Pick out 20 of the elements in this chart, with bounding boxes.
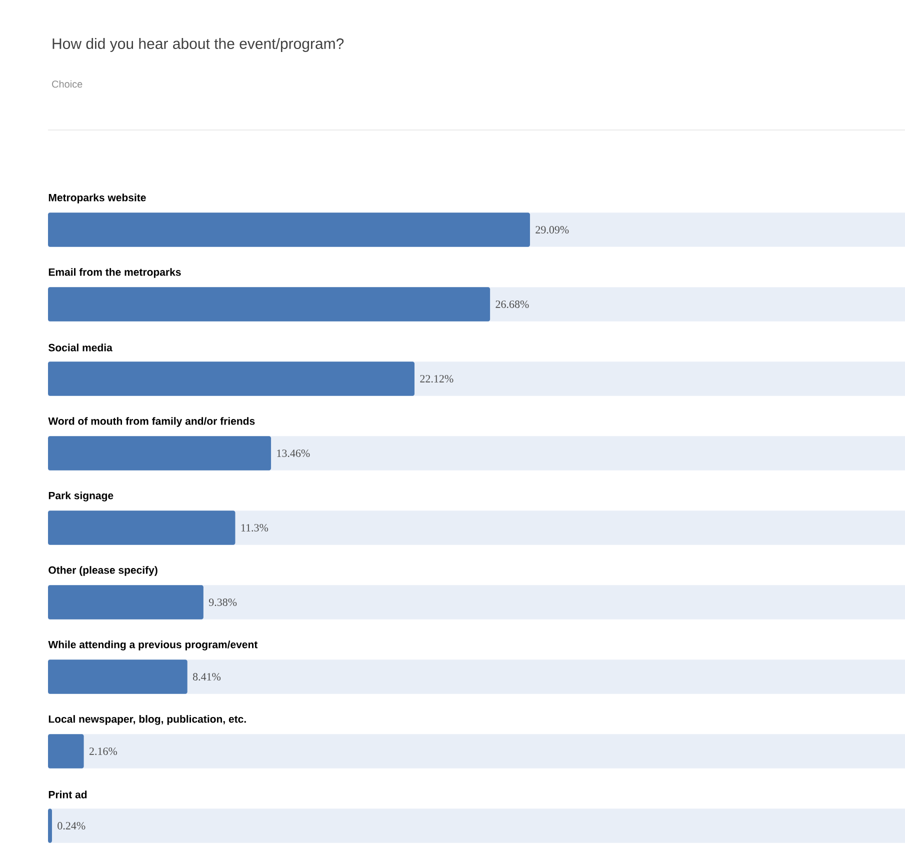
data-label: 13.46%: [277, 450, 310, 458]
y-tick-label: Print ad: [48, 790, 87, 798]
chart-subtitle: Choice: [52, 80, 82, 88]
y-tick-label: Local newspaper, blog, publication, etc.: [48, 715, 246, 725]
data-label: 0.24%: [58, 822, 86, 830]
y-tick-label: Email from the metroparks: [48, 268, 181, 278]
data-label: 9.38%: [208, 598, 237, 606]
chart-title: How did you hear about the event/program?: [52, 38, 344, 52]
data-label: 8.41%: [192, 673, 221, 681]
y-tick-label: Park signage: [48, 492, 114, 502]
y-tick-label: Word of mouth from family and/or friends: [48, 417, 255, 427]
y-tick-label: While attending a previous program/event: [48, 640, 258, 650]
y-tick-label: Metroparks website: [48, 194, 146, 204]
y-tick-label: Other (please specify): [48, 566, 158, 576]
y-tick-label: Social media: [48, 344, 112, 352]
data-label: 2.16%: [89, 748, 118, 756]
data-label: 22.12%: [420, 375, 454, 383]
data-label: 11.3%: [241, 524, 268, 532]
data-label: 26.68%: [496, 300, 529, 308]
data-label: 29.09%: [536, 226, 569, 234]
